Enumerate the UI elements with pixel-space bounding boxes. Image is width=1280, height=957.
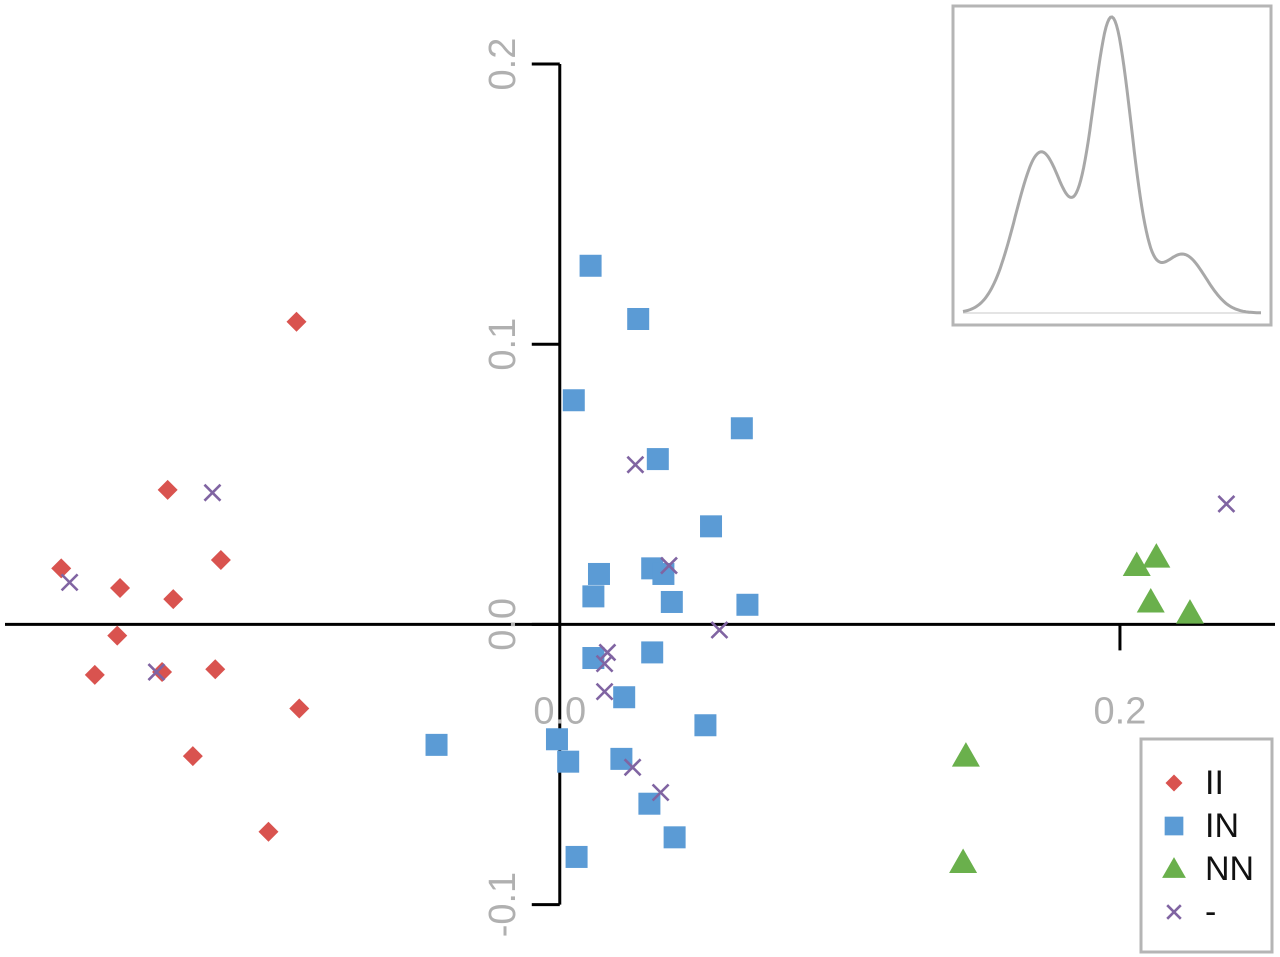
data-points [51, 254, 1236, 874]
legend-frame [1139, 737, 1274, 954]
y-tick-label: 0.2 [482, 38, 524, 91]
cross-stroke [595, 654, 614, 673]
legend: II IN NN - [1139, 737, 1274, 954]
point-cross [147, 663, 166, 681]
point-square [565, 845, 588, 868]
cross-stroke [626, 455, 645, 474]
point-square [652, 562, 675, 585]
point-square [545, 728, 568, 751]
cross-stroke [60, 573, 79, 592]
point-square [660, 590, 683, 613]
point-square [646, 448, 669, 471]
legend-label: II [1205, 764, 1224, 802]
point-triangle [949, 848, 978, 874]
point-square [663, 826, 686, 849]
legend-item: NN [1162, 850, 1254, 888]
point-square [736, 593, 759, 616]
point-square [694, 714, 717, 737]
y-tick-label: 0.1 [482, 318, 524, 371]
point-diamond [286, 311, 307, 332]
cross-stroke [1217, 494, 1236, 513]
cross-stroke [595, 682, 614, 701]
point-cross [203, 483, 222, 502]
point-diamond [107, 625, 128, 646]
point-cross [1166, 904, 1182, 920]
point-diamond [1165, 774, 1183, 792]
point-square [641, 641, 664, 664]
point-square [610, 747, 633, 770]
point-diamond [51, 558, 72, 579]
point-square [613, 686, 636, 709]
point-square [1164, 816, 1184, 836]
cross-stroke [710, 621, 729, 639]
point-diamond [84, 664, 105, 685]
legend-item: IN [1164, 807, 1239, 845]
point-diamond [152, 662, 173, 683]
point-triangle [1162, 857, 1186, 878]
point-square [582, 585, 605, 608]
point-cross [598, 643, 617, 662]
point-cross [595, 682, 614, 701]
point-triangle [951, 742, 980, 767]
x-tick-label: 0.2 [1094, 690, 1147, 732]
point-diamond [210, 549, 231, 570]
point-diamond [258, 821, 279, 842]
point-triangle [1175, 599, 1204, 624]
point-triangle [1122, 551, 1151, 577]
point-cross [60, 573, 79, 592]
x-tick-label: 0.0 [533, 690, 586, 732]
cross-stroke [147, 663, 166, 681]
cross-stroke [1166, 904, 1182, 920]
legend-label: IN [1205, 807, 1239, 845]
point-triangle [1142, 543, 1171, 568]
cross-stroke [598, 643, 617, 662]
legend-item: II [1165, 764, 1224, 802]
legend-item: - [1166, 893, 1216, 931]
legend-label: NN [1205, 850, 1254, 888]
point-cross [660, 556, 678, 575]
point-cross [626, 455, 645, 474]
cross-stroke [660, 556, 678, 575]
y-tick-label: 0.0 [482, 598, 524, 651]
point-diamond [157, 479, 178, 500]
point-square [562, 389, 585, 412]
point-cross [1217, 494, 1236, 513]
point-square [587, 562, 610, 585]
point-square [627, 307, 650, 330]
density-curve [962, 15, 1261, 315]
axes: -0.1 0.0 0.1 0.2 0.0 0.2 [5, 38, 1275, 937]
point-cross [623, 758, 642, 777]
inset-frame [951, 4, 1273, 327]
point-square [579, 254, 602, 277]
point-cross [651, 783, 670, 802]
density-inset [951, 4, 1273, 327]
point-cross [710, 621, 729, 639]
point-square [730, 417, 753, 440]
cross-stroke [623, 758, 642, 777]
point-cross [595, 654, 614, 673]
point-triangle [1136, 587, 1165, 613]
y-tick-label: -0.1 [482, 872, 524, 937]
point-diamond [163, 589, 184, 610]
point-diamond [110, 577, 131, 598]
point-diamond [182, 746, 203, 767]
cross-stroke [651, 783, 670, 802]
legend-label: - [1205, 893, 1216, 931]
point-square [425, 733, 448, 756]
point-diamond [205, 659, 226, 680]
point-square [700, 515, 723, 538]
point-square [582, 647, 605, 670]
cross-stroke [203, 483, 222, 502]
point-square [557, 750, 580, 773]
point-diamond [289, 698, 310, 719]
